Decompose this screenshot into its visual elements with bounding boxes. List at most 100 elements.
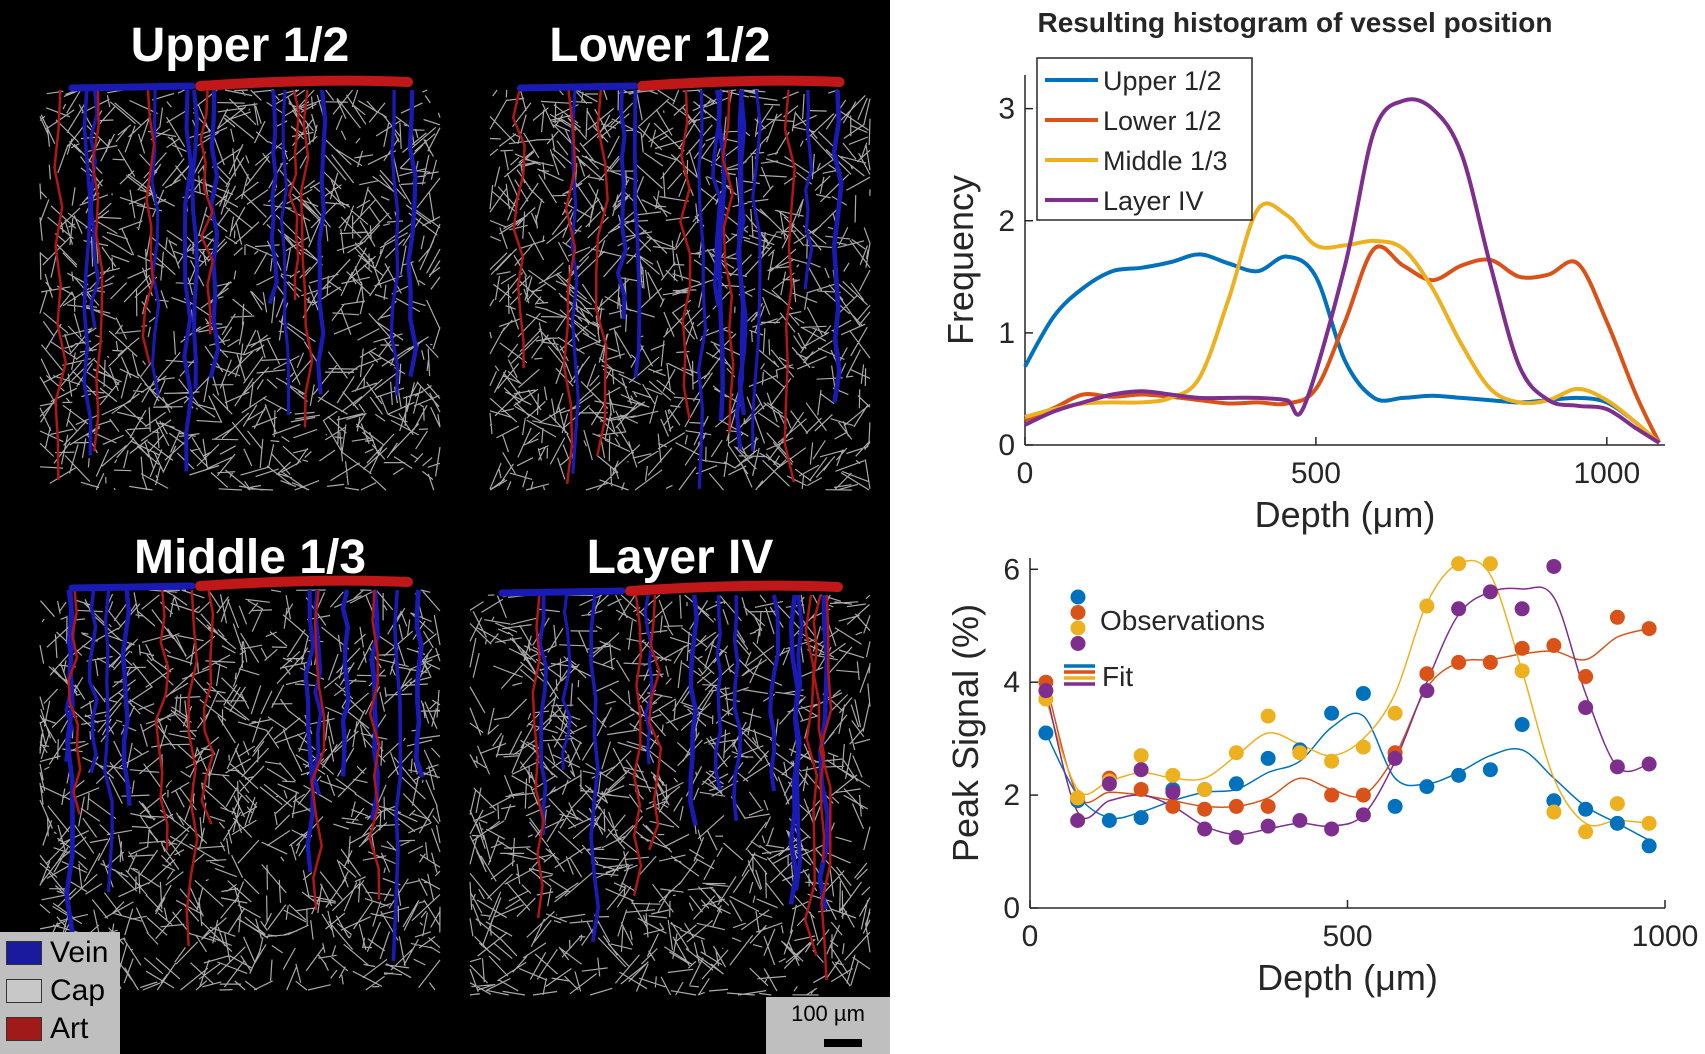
vein [208,89,221,379]
vein [391,589,403,961]
vein [589,594,601,943]
observation-point-layer-iv [1641,756,1657,772]
panel-title-layer-iv: Layer IV [586,531,774,584]
observation-point-middle-1-3 [1324,753,1340,769]
observation-point-layer-iv [1228,829,1244,845]
surface-vein [498,587,626,597]
observation-point-layer-iv [1546,558,1562,574]
legend-observation-dot [1070,620,1086,636]
peak-signal-y-tick-label: 0 [1003,892,1020,925]
vein [103,589,114,893]
vessel-render-2 [39,575,441,991]
legend-art-swatch [6,1017,42,1041]
artery [632,594,643,897]
histogram-y-tick-label: 3 [998,93,1015,126]
artery [562,89,577,485]
artery [199,89,215,335]
vein [732,594,743,821]
capillary-mesh [39,89,441,491]
artery [783,89,796,483]
observation-point-middle-1-3 [1451,556,1467,572]
observation-point-middle-1-3 [1641,815,1657,831]
observation-point-layer-iv [1609,759,1625,775]
vein [190,89,200,389]
observation-point-layer-iv [1387,750,1403,766]
legend-art-label: Art [50,1012,89,1045]
observation-point-upper-1-2 [1260,750,1276,766]
vein [632,89,642,378]
surface-vein [516,82,638,92]
observation-point-middle-1-3 [1514,663,1530,679]
vein [643,594,654,765]
legend-observation-dot [1070,589,1086,605]
observation-point-middle-1-3 [1197,781,1213,797]
observation-point-layer-iv [1197,821,1213,837]
observation-point-layer-iv [1482,584,1498,600]
observation-point-middle-1-3 [1482,556,1498,572]
vein [793,594,804,891]
artery [185,589,199,947]
artery [647,594,663,851]
observation-point-upper-1-2 [1482,762,1498,778]
vein [182,89,194,472]
vein [561,594,572,770]
histogram-title: Resulting histogram of vessel position [1038,7,1553,38]
histogram-chart: Resulting histogram of vessel position 0 5… [940,7,1665,535]
vein [369,589,381,821]
observation-point-upper-1-2 [1355,685,1371,701]
observation-point-lower-1-2 [1641,621,1657,637]
observation-point-middle-1-3 [1133,748,1149,764]
artery [818,594,833,981]
observation-point-layer-iv [1355,807,1371,823]
artery [803,594,819,957]
histogram-legend-box [1036,57,1253,221]
peak-signal-x-tick-label: 1000 [1632,920,1699,953]
artery [368,589,381,900]
observation-point-lower-1-2 [1578,669,1594,685]
observation-point-layer-iv [1165,784,1181,800]
vessel-legend: Vein Cap Art [0,932,120,1054]
observation-point-layer-iv [1324,821,1340,837]
observation-point-middle-1-3 [1228,745,1244,761]
artery [594,89,609,457]
vein [82,89,93,456]
histogram-legend-label: Middle 1/3 [1103,146,1228,176]
capillary-mesh [489,89,871,491]
legend-cap-swatch [6,979,42,1003]
observation-point-lower-1-2 [1197,801,1213,817]
vein [120,589,132,806]
vein [735,89,748,416]
observation-point-lower-1-2 [1419,666,1435,682]
observation-point-layer-iv [1070,813,1086,828]
vein [150,89,161,396]
artery [53,89,68,481]
observation-point-lower-1-2 [1165,798,1181,814]
vein [87,589,99,774]
peak-signal-x-label: Depth (μm) [1257,957,1438,998]
scale-bar [824,1039,862,1047]
peak-signal-y-label: Peak Signal (%) [945,604,986,862]
observation-point-upper-1-2 [1324,705,1340,721]
peak-signal-legend: Observations Fit [1064,589,1265,692]
scale-bar-box: 100 µm [766,997,890,1054]
observation-point-upper-1-2 [1101,813,1117,828]
observation-point-lower-1-2 [1482,654,1498,670]
vein [615,89,628,319]
vein [716,89,727,421]
surface-artery [637,75,845,91]
vein [803,89,814,290]
observation-point-upper-1-2 [1387,798,1403,814]
artery [141,89,156,364]
observation-point-upper-1-2 [1451,767,1467,783]
histogram-y-tick-label: 1 [998,317,1015,350]
observation-point-lower-1-2 [1514,640,1530,656]
observation-point-layer-iv [1578,700,1594,716]
vein [406,89,419,378]
surface-vein [68,582,196,592]
histogram-series-middle-1-3 [1024,201,1661,445]
histogram-x-label: Depth (μm) [1255,494,1436,535]
charts-panel: Resulting histogram of vessel position 0 5… [940,7,1699,998]
fit-line-lower-1-2 [1045,627,1650,809]
artery [812,594,826,863]
legend-vein-swatch [6,941,42,965]
